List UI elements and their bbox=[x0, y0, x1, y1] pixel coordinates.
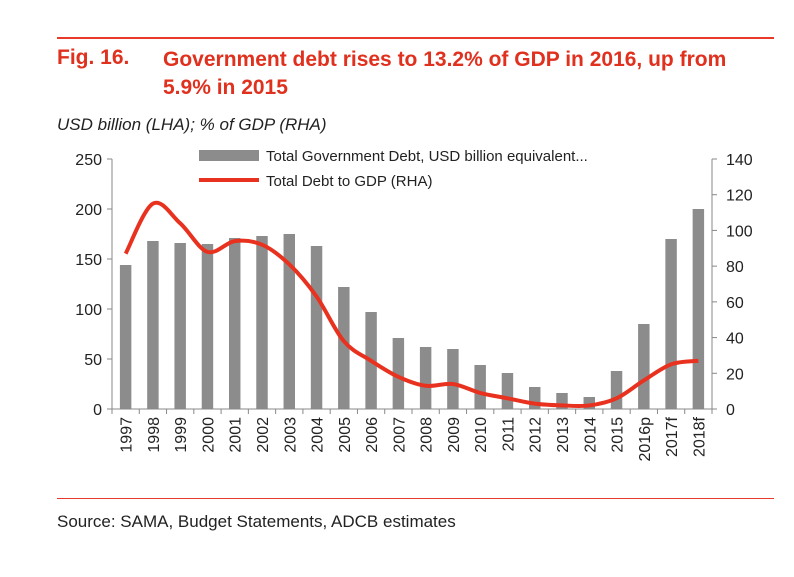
bar-2016p bbox=[638, 324, 650, 409]
x-tick-label: 2003 bbox=[282, 417, 299, 453]
bar-2003 bbox=[283, 234, 295, 409]
x-tick-label: 2013 bbox=[555, 417, 572, 453]
bar-2007 bbox=[392, 338, 405, 409]
bar-2014 bbox=[583, 397, 595, 409]
left-tick-label: 100 bbox=[75, 302, 102, 319]
right-tick-label: 20 bbox=[726, 366, 744, 383]
bar-series bbox=[119, 209, 705, 409]
x-tick-label: 2016p bbox=[637, 417, 654, 462]
x-tick-label: 1998 bbox=[146, 417, 163, 453]
bar-2009 bbox=[447, 349, 459, 409]
bar-2000 bbox=[201, 244, 214, 409]
x-tick-label: 2017f bbox=[664, 416, 681, 457]
figure-title: Government debt rises to 13.2% of GDP in… bbox=[163, 48, 727, 99]
x-tick-label: 2007 bbox=[391, 417, 408, 453]
x-tick-label: 2011 bbox=[500, 417, 517, 452]
bar-2001 bbox=[229, 238, 241, 409]
legend-bar-swatch bbox=[199, 150, 259, 161]
source-note: Source: SAMA, Budget Statements, ADCB es… bbox=[57, 512, 456, 531]
left-tick-label: 0 bbox=[93, 402, 102, 419]
bar-2017f bbox=[665, 239, 677, 409]
x-tick-label: 2004 bbox=[310, 417, 327, 453]
figure-label: Fig. 16. bbox=[57, 46, 130, 69]
bar-2005 bbox=[338, 287, 350, 409]
x-tick-label: 2012 bbox=[528, 417, 545, 453]
left-tick-label: 50 bbox=[84, 352, 102, 369]
right-tick-label: 120 bbox=[726, 188, 753, 205]
right-tick-label: 140 bbox=[726, 152, 753, 169]
bar-2008 bbox=[419, 347, 432, 409]
bar-1998 bbox=[147, 241, 159, 409]
x-tick-label: 1997 bbox=[119, 417, 136, 453]
x-tick-label: 2002 bbox=[255, 417, 272, 453]
x-tick-label: 1999 bbox=[173, 417, 190, 453]
legend-line-label: Total Debt to GDP (RHA) bbox=[266, 173, 432, 190]
bar-2015 bbox=[610, 371, 623, 409]
line-series bbox=[123, 200, 699, 409]
bar-1997 bbox=[119, 265, 132, 409]
x-tick-label: 2000 bbox=[200, 417, 217, 453]
chart-subtitle: USD billion (LHA); % of GDP (RHA) bbox=[57, 115, 327, 134]
legend: Total Government Debt, USD billion equiv… bbox=[199, 148, 588, 190]
bar-2010 bbox=[474, 365, 486, 409]
right-tick-label: 60 bbox=[726, 295, 744, 312]
right-tick-label: 0 bbox=[726, 402, 735, 419]
right-tick-label: 80 bbox=[726, 259, 744, 276]
bar-2018f bbox=[692, 209, 705, 409]
left-tick-label: 150 bbox=[75, 252, 102, 269]
x-tick-label: 2018f bbox=[691, 416, 708, 457]
bottom-rule bbox=[57, 498, 774, 499]
debt-to-gdp-line bbox=[123, 200, 699, 409]
right-tick-label: 100 bbox=[726, 223, 753, 240]
bar-2012 bbox=[529, 387, 541, 409]
bar-1999 bbox=[174, 243, 186, 409]
top-rule bbox=[57, 37, 774, 39]
left-tick-label: 250 bbox=[75, 152, 102, 169]
x-tick-label: 2008 bbox=[419, 417, 436, 453]
x-tick-label: 2015 bbox=[610, 417, 627, 453]
bar-2011 bbox=[501, 373, 514, 409]
x-tick-label: 2014 bbox=[582, 417, 599, 453]
legend-bar-label: Total Government Debt, USD billion equiv… bbox=[266, 148, 588, 165]
x-tick-label: 2005 bbox=[337, 417, 354, 453]
right-tick-label: 40 bbox=[726, 331, 744, 348]
chart: 0 50 100 150 200 250 0 20 40 60 80 100 120 140 1997 199… bbox=[75, 148, 753, 462]
axes: 0 50 100 150 200 250 0 20 40 60 80 100 120 140 1997 199… bbox=[75, 152, 753, 462]
bar-2013 bbox=[556, 393, 568, 409]
x-tick-label: 2001 bbox=[228, 417, 245, 453]
bar-2002 bbox=[256, 236, 268, 409]
x-tick-label: 2006 bbox=[364, 417, 381, 453]
x-tick-label: 2009 bbox=[446, 417, 463, 453]
bar-2004 bbox=[310, 246, 323, 409]
left-tick-label: 200 bbox=[75, 202, 102, 219]
x-tick-label: 2010 bbox=[473, 417, 490, 453]
